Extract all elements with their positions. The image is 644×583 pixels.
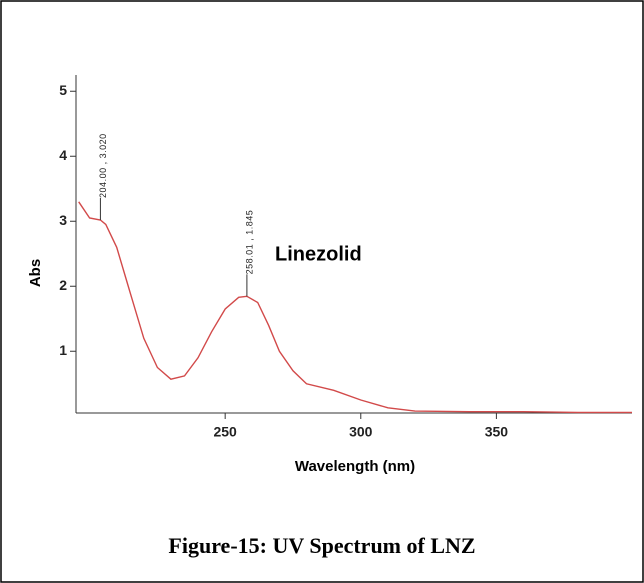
caption: Figure-15: UV Spectrum of LNZ xyxy=(168,533,475,558)
y-tick-label: 1 xyxy=(59,342,67,358)
x-axis-label: Wavelength (nm) xyxy=(295,458,415,475)
spectrum-line xyxy=(78,201,632,414)
annotation-label: 258.01 , 1.845 xyxy=(244,210,254,275)
y-tick-label: 4 xyxy=(59,147,67,163)
x-tick-label: 250 xyxy=(213,424,237,440)
series-label: Linezolid xyxy=(275,243,362,265)
y-axis-label: Abs xyxy=(27,259,44,287)
x-tick-label: 350 xyxy=(485,424,509,440)
y-tick-label: 2 xyxy=(59,277,67,293)
annotation-label: 204.00 , 3.020 xyxy=(98,133,108,198)
y-tick-label: 5 xyxy=(59,82,67,98)
x-tick-label: 300 xyxy=(349,424,373,440)
y-tick-label: 3 xyxy=(59,212,67,228)
